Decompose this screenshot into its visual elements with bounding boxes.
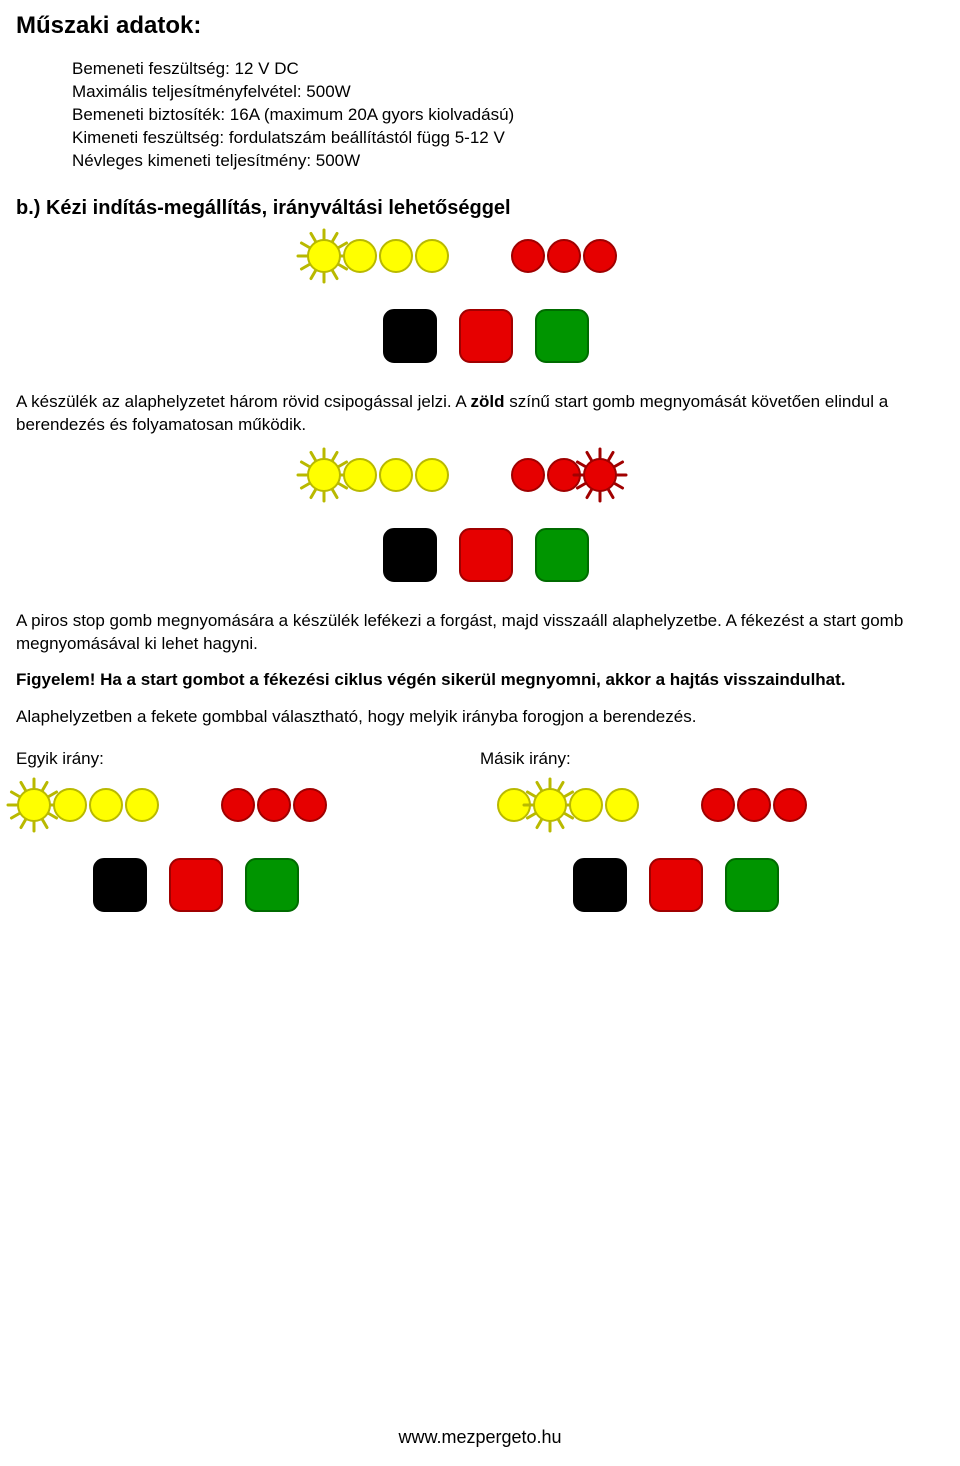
diagram-3-left — [10, 781, 370, 921]
diagram-3-right — [490, 781, 850, 921]
spec-line: Névleges kimeneti teljesítmény: 500W — [72, 150, 944, 173]
diagram-2 — [300, 451, 660, 591]
diagram-1 — [300, 232, 660, 372]
direction-right-col: Másik irány: — [480, 743, 944, 934]
spec-line: Maximális teljesítményfelvétel: 500W — [72, 81, 944, 104]
para3-bold: Figyelem! Ha a start gombot a fékezési c… — [16, 670, 846, 689]
direction-right-label: Másik irány: — [480, 749, 944, 769]
spec-line: Kimeneti feszültség: fordulatszám beállí… — [72, 127, 944, 150]
spec-line: Bemeneti biztosíték: 16A (maximum 20A gy… — [72, 104, 944, 127]
para1-bold: zöld — [471, 392, 505, 411]
page-title: Műszaki adatok: — [16, 12, 944, 40]
diagram-1-container — [16, 232, 944, 377]
diagram-3-right-container — [490, 781, 944, 926]
direction-left-col: Egyik irány: — [16, 743, 480, 934]
specs-block: Bemeneti feszültség: 12 V DC Maximális t… — [72, 58, 944, 173]
paragraph-4: Alaphelyzetben a fekete gombbal választh… — [16, 706, 944, 729]
diagram-2-container — [16, 451, 944, 596]
paragraph-1: A készülék az alaphelyzetet három rövid … — [16, 391, 944, 437]
spec-line: Bemeneti feszültség: 12 V DC — [72, 58, 944, 81]
direction-left-label: Egyik irány: — [16, 749, 480, 769]
section-b-heading: b.) Kézi indítás-megállítás, irányváltás… — [16, 197, 944, 220]
footer-url: www.mezpergeto.hu — [0, 1427, 960, 1448]
para1-pre: A készülék az alaphelyzetet három rövid … — [16, 392, 471, 411]
diagram-3-left-container — [10, 781, 480, 926]
paragraph-2: A piros stop gomb megnyomására a készülé… — [16, 610, 944, 656]
paragraph-3: Figyelem! Ha a start gombot a fékezési c… — [16, 669, 944, 692]
